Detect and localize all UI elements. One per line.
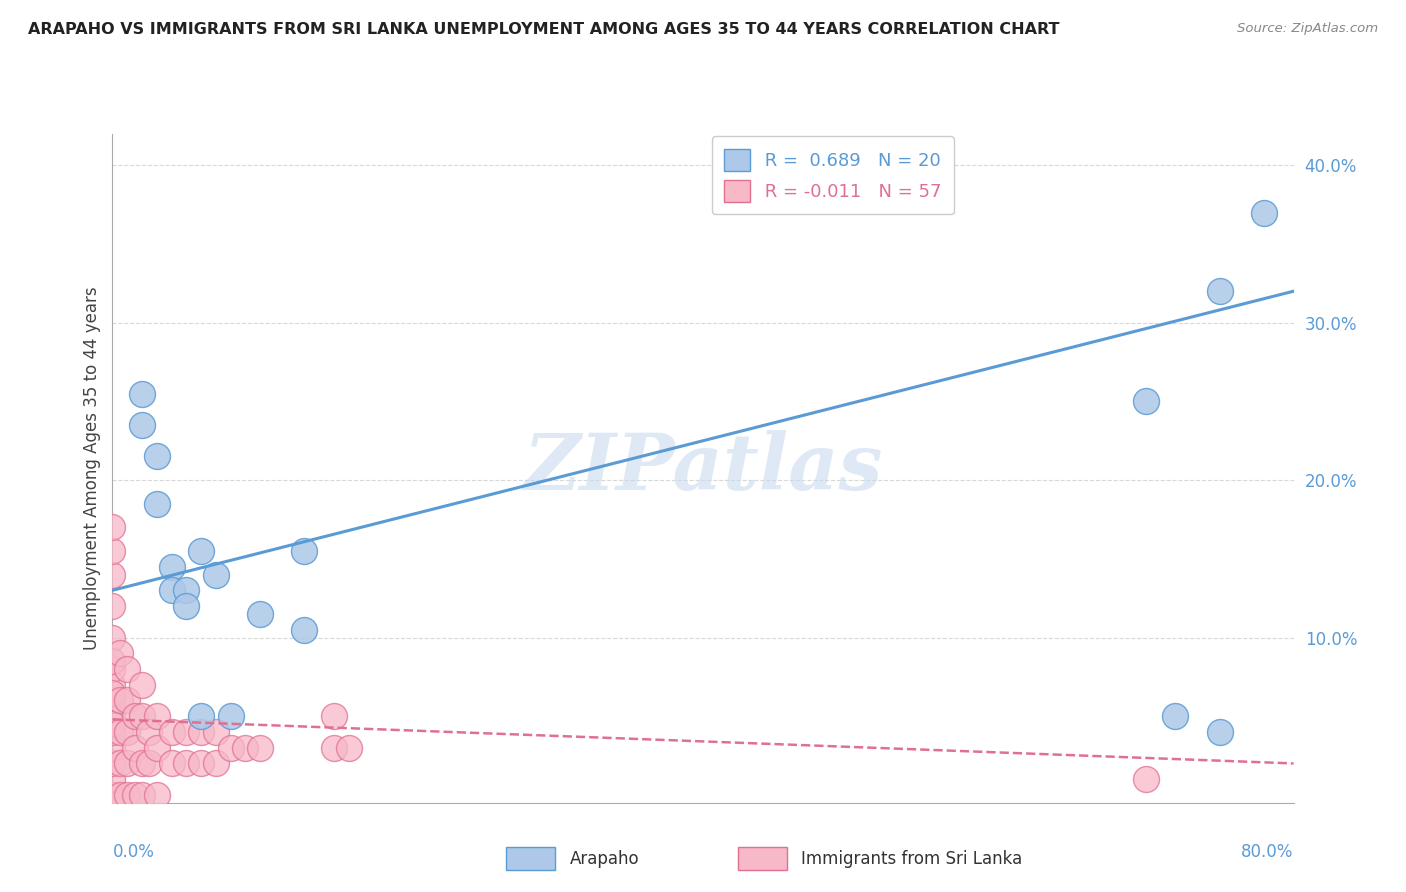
Point [108,646,131,660]
Point [249,607,271,621]
Point [101,654,124,668]
Text: ZIPatlas: ZIPatlas [523,430,883,507]
Y-axis label: Unemployment Among Ages 35 to 44 years: Unemployment Among Ages 35 to 44 years [83,286,101,650]
Point [323,709,346,723]
Point [108,725,131,739]
Point [101,725,124,739]
Point [190,756,212,771]
Point [101,788,124,802]
Point [124,740,146,755]
Text: Immigrants from Sri Lanka: Immigrants from Sri Lanka [801,850,1022,868]
Point [233,740,256,755]
Point [1208,284,1232,298]
Text: Source: ZipAtlas.com: Source: ZipAtlas.com [1237,22,1378,36]
Point [292,544,315,558]
Point [131,678,153,692]
Point [101,567,124,582]
Point [174,725,197,739]
Point [101,709,124,723]
Point [101,740,124,755]
Text: ARAPAHO VS IMMIGRANTS FROM SRI LANKA UNEMPLOYMENT AMONG AGES 35 TO 44 YEARS CORR: ARAPAHO VS IMMIGRANTS FROM SRI LANKA UNE… [28,22,1060,37]
Point [101,544,124,558]
Point [1135,772,1157,787]
Point [174,599,197,613]
Point [101,756,124,771]
Point [1135,394,1157,409]
Legend:  R =  0.689   N = 20,  R = -0.011   N = 57: R = 0.689 N = 20, R = -0.011 N = 57 [711,136,953,214]
Point [205,567,228,582]
Point [131,417,153,432]
Point [108,788,131,802]
Point [138,725,160,739]
Point [101,788,124,802]
Point [101,662,124,676]
Point [117,693,138,707]
Point [146,740,169,755]
Point [146,709,169,723]
Point [160,583,183,598]
Point [117,788,138,802]
Text: 0.0%: 0.0% [112,843,155,861]
Point [101,772,124,787]
Point [146,497,169,511]
Point [1253,205,1275,219]
Text: 80.0%: 80.0% [1241,843,1294,861]
Point [101,685,124,699]
Point [101,520,124,534]
Point [146,788,169,802]
Point [117,756,138,771]
Point [138,756,160,771]
Point [219,709,242,723]
Point [205,725,228,739]
Point [174,756,197,771]
Point [101,678,124,692]
Point [124,788,146,802]
Point [249,740,271,755]
Point [160,559,183,574]
Point [108,756,131,771]
Point [1208,725,1232,739]
Point [101,717,124,731]
Point [101,631,124,645]
Point [337,740,360,755]
Point [131,756,153,771]
Point [101,693,124,707]
Point [101,788,124,802]
Point [146,450,169,464]
Point [124,709,146,723]
Point [160,756,183,771]
Point [160,725,183,739]
Point [323,740,346,755]
Point [174,583,197,598]
Point [131,709,153,723]
Point [117,662,138,676]
Text: Arapaho: Arapaho [569,850,640,868]
Point [131,788,153,802]
Point [101,788,124,802]
Point [190,725,212,739]
Point [131,386,153,401]
Point [117,725,138,739]
Point [219,740,242,755]
Point [1164,709,1187,723]
Point [101,599,124,613]
Point [190,544,212,558]
Point [108,693,131,707]
Point [292,623,315,637]
Point [190,709,212,723]
Point [205,756,228,771]
